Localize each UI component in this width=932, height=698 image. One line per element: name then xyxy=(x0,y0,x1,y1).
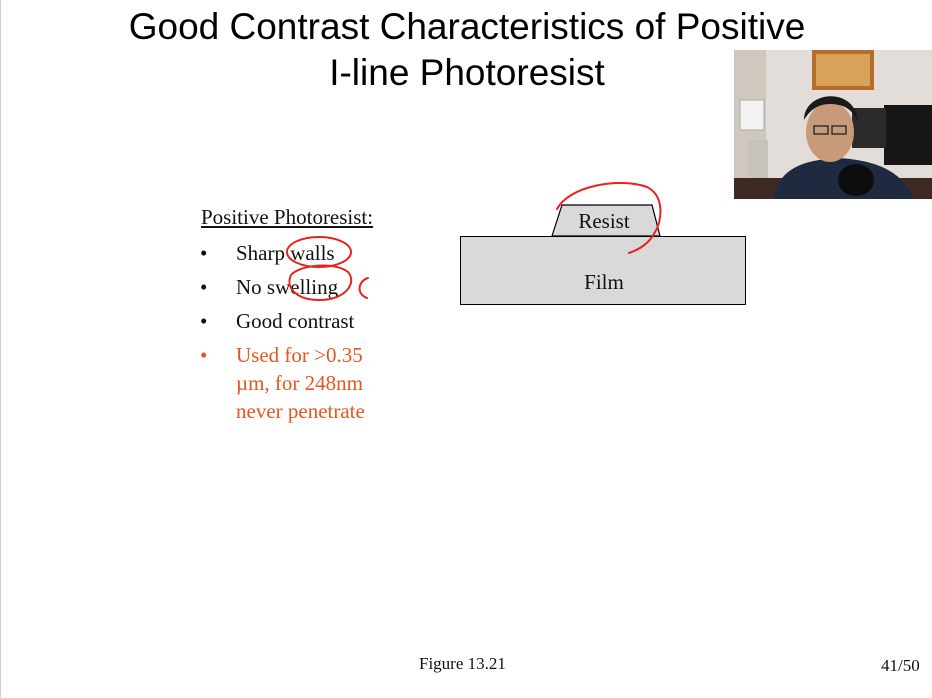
bullet-used-for-line-2: µm, for 248nm xyxy=(236,371,364,395)
film-layer: Film xyxy=(460,236,746,305)
resist-label: Resist xyxy=(578,209,630,233)
page-number: 41/50 xyxy=(881,656,920,675)
bullet-marker: • xyxy=(200,343,208,367)
bullet-good-contrast: Good contrast xyxy=(236,309,355,333)
slide-title-line-2: I-line Photoresist xyxy=(329,52,605,93)
bullet-used-for-line-3: never penetrate xyxy=(236,399,365,423)
film-label: Film xyxy=(584,270,624,294)
figure-caption: Figure 13.21 xyxy=(419,654,506,673)
bullet-sharp-walls: Sharp walls xyxy=(236,241,335,266)
slide-title-line-1: Good Contrast Characteristics of Positiv… xyxy=(128,6,806,47)
circled-word-walls: walls xyxy=(290,241,335,265)
bracket-mark-annotation xyxy=(358,277,369,299)
bullet-marker: • xyxy=(200,275,208,299)
bullet-marker: • xyxy=(200,309,208,333)
circled-word-swelling: welling xyxy=(275,275,339,299)
bullet-marker: • xyxy=(200,241,208,265)
bullet-used-for-line-1: Used for >0.35 xyxy=(236,343,363,367)
section-heading: Positive Photoresist: xyxy=(201,205,374,229)
bullet-text: No s xyxy=(236,275,276,299)
bullet-text: Sharp xyxy=(236,241,291,265)
bullet-no-swelling: No swelling xyxy=(236,275,338,300)
webcam-overlay xyxy=(734,50,932,199)
presenter-video-icon xyxy=(734,50,932,199)
